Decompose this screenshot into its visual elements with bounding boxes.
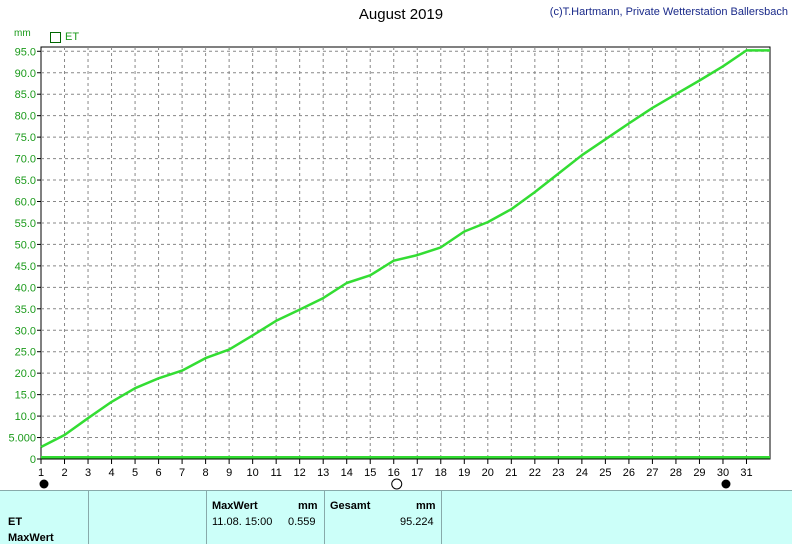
chart-title: August 2019 <box>358 6 444 23</box>
full-moon-icon <box>391 478 403 490</box>
x-tick-label: 1 <box>38 467 44 479</box>
x-tick-label: 4 <box>108 467 114 479</box>
x-tick-label: 25 <box>599 467 611 479</box>
y-tick-label: 5.000 <box>8 433 36 445</box>
table-divider <box>324 491 325 544</box>
series-group <box>40 49 770 459</box>
x-tick-label: 28 <box>670 467 682 479</box>
chart-canvas: 0 5.000 10.0 15.0 20.0 25.0 30.0 35.0 40.0 45.0 50… <box>8 46 771 490</box>
maxwert-time: 11.08. 15:00 <box>212 516 273 528</box>
y-tick-label: 65.0 <box>15 175 36 187</box>
table-divider <box>88 491 89 544</box>
y-tick-label: 10.0 <box>15 411 36 423</box>
x-tick-label: 6 <box>156 467 162 479</box>
row-label-et: ET <box>8 516 23 528</box>
x-tick-label: 19 <box>458 467 470 479</box>
summary-table: ET MaxWert MaxWert mm 11.08. 15:00 0.559… <box>0 490 792 544</box>
x-tick-label: 21 <box>505 467 517 479</box>
x-tick-label: 30 <box>717 467 729 479</box>
x-tick-label: 22 <box>529 467 541 479</box>
y-tick-label: 95.0 <box>15 46 36 58</box>
y-tick-label: 20.0 <box>15 368 36 380</box>
x-tick-label: 10 <box>247 467 259 479</box>
x-tick-label: 13 <box>317 467 329 479</box>
grid-lines <box>41 47 770 459</box>
moon-phases <box>39 478 731 490</box>
plot-area <box>40 46 771 460</box>
x-tick-label: 11 <box>270 467 281 479</box>
x-tick-label: 29 <box>693 467 705 479</box>
x-tick-label: 12 <box>294 467 306 479</box>
x-tick-label: 5 <box>132 467 138 479</box>
y-tick-label: 40.0 <box>15 282 36 294</box>
y-unit-label: mm <box>14 28 31 39</box>
x-tick-label: 24 <box>576 467 588 479</box>
table-divider <box>206 491 207 544</box>
x-tick-label: 3 <box>85 467 91 479</box>
maxwert-value: 0.559 <box>288 516 316 528</box>
maxwert-header: MaxWert <box>212 500 258 512</box>
new-moon-icon <box>721 479 731 489</box>
legend-swatch-icon <box>50 31 61 43</box>
y-tick-label: 60.0 <box>15 197 36 209</box>
gesamt-header: Gesamt <box>330 500 371 512</box>
y-tick-label: 30.0 <box>15 325 36 337</box>
legend-label: ET <box>65 31 80 43</box>
y-tick-label: 80.0 <box>15 111 36 123</box>
y-tick-label: 55.0 <box>15 218 36 230</box>
y-tick-label: 45.0 <box>15 261 36 273</box>
x-tick-label: 9 <box>226 467 232 479</box>
gesamt-value: 95.224 <box>400 516 434 528</box>
credit-text: (c)T.Hartmann, Private Wetterstation Bal… <box>549 6 788 18</box>
y-tick-label: 85.0 <box>15 89 36 101</box>
x-tick-label: 31 <box>740 467 752 479</box>
table-divider <box>441 491 442 544</box>
y-tick-label: 0 <box>30 454 36 466</box>
x-tick-label: 27 <box>646 467 658 479</box>
y-tick-label: 25.0 <box>15 347 36 359</box>
legend: ET <box>50 31 79 43</box>
x-tick-label: 14 <box>341 467 353 479</box>
new-moon-icon <box>39 479 49 489</box>
x-tick-label: 23 <box>552 467 564 479</box>
row-label-maxwert: MaxWert <box>8 532 54 544</box>
x-tick-label: 26 <box>623 467 635 479</box>
gesamt-unit: mm <box>416 500 436 512</box>
y-tick-label: 50.0 <box>15 239 36 251</box>
x-tick-label: 17 <box>411 467 423 479</box>
x-tick-label: 18 <box>435 467 447 479</box>
y-tick-label: 35.0 <box>15 304 36 316</box>
x-tick-label: 7 <box>179 467 185 479</box>
x-tick-label: 20 <box>482 467 494 479</box>
y-tick-label: 15.0 <box>15 390 36 402</box>
y-tick-label: 75.0 <box>15 132 36 144</box>
x-tick-label: 16 <box>388 467 400 479</box>
y-axis: 0 5.000 10.0 15.0 20.0 25.0 30.0 35.0 40.0 45.0 50… <box>8 46 41 466</box>
maxwert-unit: mm <box>298 500 318 512</box>
x-axis: 1 2 3 4 5 6 7 8 9 10 11 12 13 14 15 16 17 18 19 20 21 22 23 24 2… <box>38 459 753 479</box>
series-line-et <box>40 49 770 449</box>
x-tick-label: 2 <box>61 467 67 479</box>
x-tick-label: 15 <box>364 467 376 479</box>
y-tick-label: 90.0 <box>15 68 36 80</box>
x-tick-label: 8 <box>203 467 209 479</box>
y-tick-label: 70.0 <box>15 154 36 166</box>
